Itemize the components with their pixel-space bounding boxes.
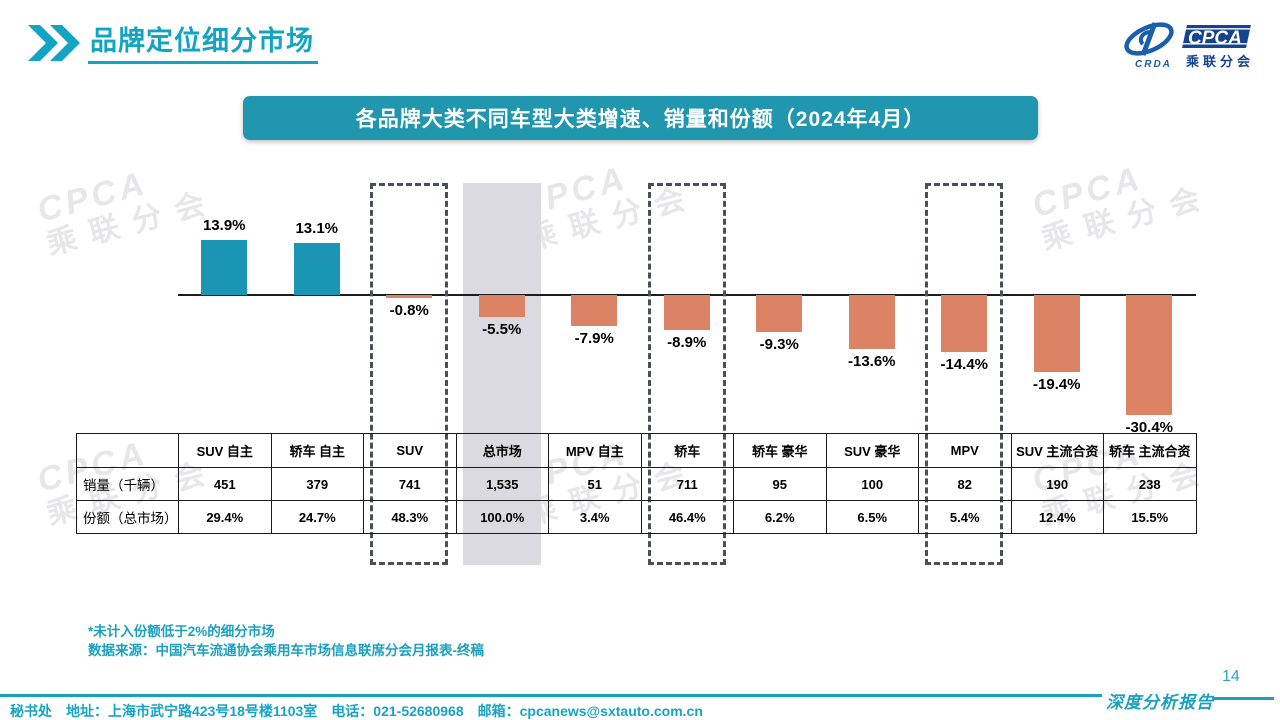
chart-bar [478, 295, 525, 317]
page-number: 14 [1222, 668, 1240, 685]
page-title: 品牌定位细分市场 [88, 24, 318, 64]
cpca-badge [1182, 25, 1251, 48]
table-column-header: MPV 自主 [549, 434, 642, 468]
table-column-header: SUV 豪华 [826, 434, 919, 468]
chart-bar [1126, 295, 1173, 416]
table-column-header: 轿车 [641, 434, 734, 468]
footnote-data-source: 数据来源：中国汽车流通协会乘用车市场信息联席分会月报表-终稿 [88, 643, 484, 658]
table-row-header: 销量（千辆） [77, 468, 179, 501]
table-cell-sales: 95 [734, 468, 827, 501]
header: 品牌定位细分市场 [28, 24, 318, 64]
data-table: SUV 自主 轿车 自主 SUV 总市场 MPV 自主 轿车 轿车 豪华 SUV 豪华 MPV S… [76, 433, 1197, 534]
svg-text:CPCA: CPCA [1188, 28, 1242, 49]
table-cell-sales: 100 [826, 468, 919, 501]
bar-value-label: -13.6% [847, 352, 896, 370]
table-column-header: SUV 自主 [179, 434, 272, 468]
table-column-header: 总市场 [456, 434, 549, 468]
table-cell-share: 15.5% [1104, 501, 1197, 534]
table-cell-share: 48.3% [364, 501, 457, 534]
footer-contact-info: 秘书处 地址：上海市武宁路423号18号楼1103室 电话：021-526809… [10, 703, 703, 719]
bar-value-label: -19.4% [1032, 375, 1081, 393]
table-column-header: SUV [364, 434, 457, 468]
bar-value-label: 13.1% [295, 220, 339, 238]
table-corner-cell [77, 434, 179, 468]
table-row-header: 份额（总市场） [77, 501, 179, 534]
footer-divider-line-right [1212, 697, 1274, 700]
footnote-exclusion: *未计入份额低于2%的细分市场 [88, 624, 275, 639]
table-cell-sales: 238 [1104, 468, 1197, 501]
double-chevron-icon [28, 25, 80, 61]
table-cell-share: 100.0% [456, 501, 549, 534]
table-column-header: SUV 主流合资 [1011, 434, 1104, 468]
chart-bar [848, 295, 895, 349]
bar-value-label: 13.9% [202, 217, 246, 235]
table-cell-sales: 1,535 [456, 468, 549, 501]
bar-value-label: -30.4% [1125, 419, 1174, 437]
chart-bar [201, 240, 248, 295]
table-cell-share: 3.4% [549, 501, 642, 534]
table-column-header: 轿车 豪华 [734, 434, 827, 468]
cpca-logo: CRDA CPCA 乘联分会 [1122, 20, 1254, 75]
chart-bar [293, 243, 340, 295]
table-column-header: 轿车 自主 [271, 434, 364, 468]
table-cell-sales: 51 [549, 468, 642, 501]
table-cell-sales: 451 [179, 468, 272, 501]
table-cell-share: 5.4% [919, 501, 1012, 534]
table-cell-sales: 82 [919, 468, 1012, 501]
chart-title: 各品牌大类不同车型大类增速、销量和份额（2024年4月） [355, 108, 926, 131]
crda-ellipse-glyph [1124, 22, 1174, 56]
bar-value-label: -14.4% [940, 355, 989, 373]
table-cell-share: 24.7% [271, 501, 364, 534]
chart-bar [663, 295, 710, 331]
chart-bar [386, 295, 433, 299]
bar-value-label: -5.5% [482, 320, 522, 338]
highlight-column-total-market [462, 183, 541, 565]
bar-value-label: -8.9% [667, 334, 707, 352]
chart-title-banner: 各品牌大类不同车型大类增速、销量和份额（2024年4月） [243, 96, 1038, 140]
table-cell-sales: 711 [641, 468, 734, 501]
bar-value-label: -9.3% [759, 335, 799, 353]
chart-bar [571, 295, 618, 327]
table-cell-sales: 379 [271, 468, 364, 501]
chart-bar [941, 295, 988, 352]
chart-bar [756, 295, 803, 332]
highlight-dashed-box [925, 183, 1004, 565]
bar-value-label: -0.8% [389, 302, 429, 320]
table-cell-share: 46.4% [641, 501, 734, 534]
table-cell-share: 12.4% [1011, 501, 1104, 534]
table-column-header: MPV [919, 434, 1012, 468]
footnotes: *未计入份额低于2%的细分市场 数据来源：中国汽车流通协会乘用车市场信息联席分会… [88, 622, 484, 660]
table-cell-share: 6.2% [734, 501, 827, 534]
report-type-label: 深度分析报告 [1106, 693, 1214, 712]
table-cell-share: 6.5% [826, 501, 919, 534]
table-column-header: 轿车 主流合资 [1104, 434, 1197, 468]
highlight-dashed-box [647, 183, 726, 565]
table-cell-sales: 190 [1011, 468, 1104, 501]
table-cell-share: 29.4% [179, 501, 272, 534]
bar-value-label: -7.9% [574, 330, 614, 348]
footer-divider-line [0, 694, 1102, 697]
highlight-dashed-box [370, 183, 449, 565]
chart-bar [1033, 295, 1080, 372]
table-cell-sales: 741 [364, 468, 457, 501]
svg-text:CRDA: CRDA [1135, 59, 1172, 70]
svg-text:乘联分会: 乘联分会 [1185, 54, 1254, 69]
